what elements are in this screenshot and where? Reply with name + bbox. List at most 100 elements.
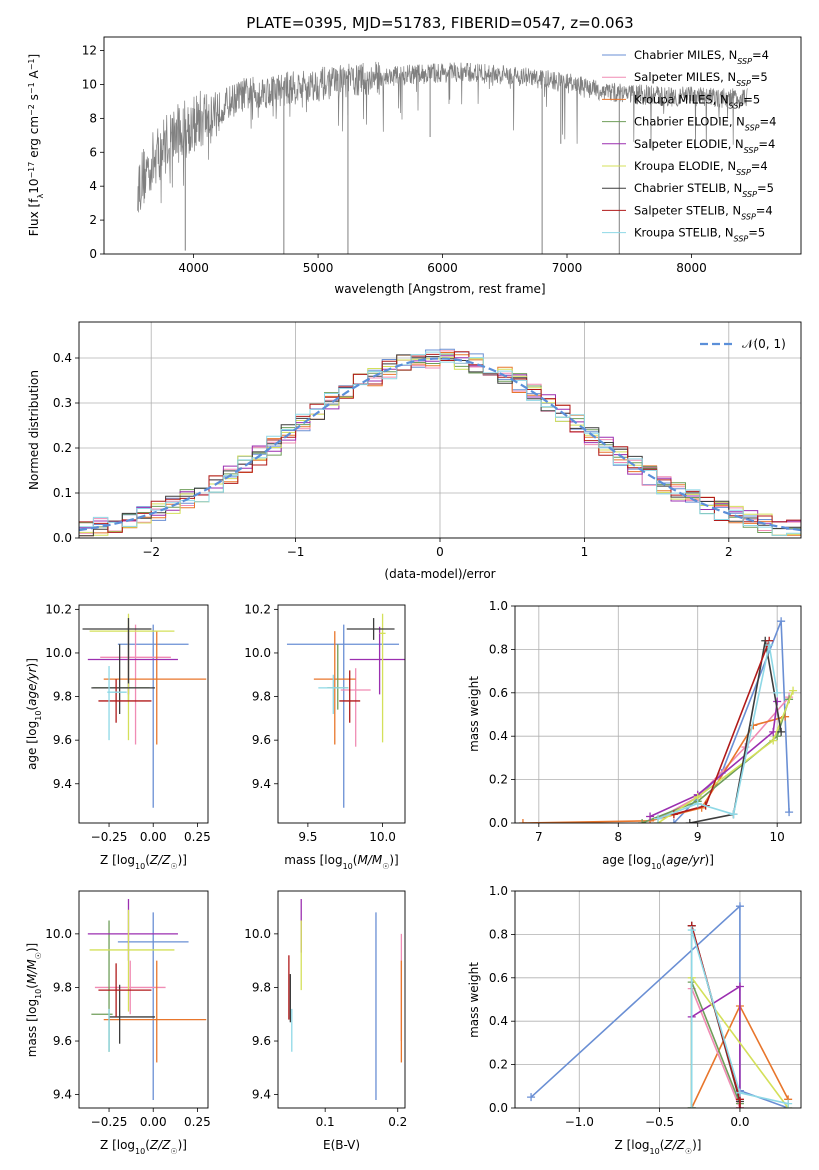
observed-spectrum xyxy=(137,61,748,213)
x-axis-label-part: Z [log xyxy=(615,1138,650,1152)
legend-entry: Chabrier STELIB, NSSP=5 xyxy=(634,181,774,199)
y-tick-label: 1.0 xyxy=(489,884,508,898)
legend-entry-part: =4 xyxy=(752,48,769,62)
errorbar-point xyxy=(94,960,166,1015)
y-tick-label: 0.6 xyxy=(489,686,508,700)
series-marker xyxy=(527,1093,536,1102)
x-axis-label-part: )] xyxy=(692,1138,701,1152)
y-tick-label: 0.4 xyxy=(53,351,72,365)
x-axis-label-part: M/M xyxy=(357,853,382,867)
series-line xyxy=(689,640,782,823)
legend-entry-part: SSP xyxy=(729,101,744,110)
weight-series xyxy=(646,697,782,821)
y-tick-label: 10.0 xyxy=(45,927,72,941)
errorbar-point xyxy=(346,618,395,640)
errorbar-point xyxy=(349,626,405,695)
errorbar-point xyxy=(82,618,152,684)
y-tick-label: 9.4 xyxy=(53,1088,72,1102)
y-axis-label-part: −17 xyxy=(27,162,36,179)
legend-entry-part: =4 xyxy=(756,203,773,217)
x-axis-label-part: Z/Z xyxy=(149,1138,171,1152)
errorbar-point xyxy=(339,670,361,723)
y-axis-label: Flux [fλ10−17 erg cm−2 s−1 A−1] xyxy=(27,54,45,236)
x-tick-label: −1.0 xyxy=(565,1115,594,1129)
legend-entry-part: =4 xyxy=(758,137,775,151)
x-tick-label: 5000 xyxy=(303,261,334,275)
axes-frame xyxy=(78,890,209,1109)
y-tick-label: 10.2 xyxy=(244,602,271,616)
y-tick-label: 9.4 xyxy=(252,1088,271,1102)
y-axis-label: Normed distribution xyxy=(27,370,41,490)
x-axis-label: age [log10(age/yr)] xyxy=(602,853,714,871)
y-axis-label-part: 10 xyxy=(34,711,43,721)
plot-area xyxy=(79,322,801,538)
y-tick-label: 0.2 xyxy=(489,773,508,787)
weight-vs-Z-panel: −1.0 −0.5 0.0 0.0 0.2 0.4 0.6 0.8 1.0 Z [log10(Z/… xyxy=(467,884,802,1156)
x-tick-label: 0.0 xyxy=(730,1115,749,1129)
legend-entry: Kroupa ELODIE, NSSP=4 xyxy=(634,159,768,177)
y-axis-label: mass weight xyxy=(467,962,481,1038)
legend-entry-part: SSP xyxy=(742,190,757,199)
y-tick-label: 0.0 xyxy=(53,531,72,545)
y-axis-label-part: ( xyxy=(25,984,39,989)
x-axis-label-part: Z/Z xyxy=(663,1138,685,1152)
x-tick-label: 9.5 xyxy=(298,830,317,844)
errorbar-point xyxy=(98,679,152,723)
axes-frame xyxy=(103,36,802,255)
y-tick-label: 0.4 xyxy=(489,1014,508,1028)
x-tick-label: 4000 xyxy=(178,261,209,275)
x-tick-label: −1 xyxy=(287,545,305,559)
legend-entry: Salpeter STELIB, NSSP=4 xyxy=(634,203,773,221)
axes-frame xyxy=(78,604,209,824)
y-axis-label-part: mass [log xyxy=(25,999,39,1057)
x-tick-label: 8 xyxy=(614,830,622,844)
series-marker xyxy=(729,810,738,819)
errorbar-point xyxy=(379,613,386,743)
series-line xyxy=(522,715,786,823)
y-tick-label: 10.2 xyxy=(45,602,72,616)
legend-entry-part: SSP xyxy=(744,145,759,154)
x-axis-label-part: age/yr xyxy=(666,853,705,867)
legend-entry-part: Chabrier MILES, N xyxy=(634,48,737,62)
chart-title: PLATE=0395, MJD=51783, FIBERID=0547, z=0… xyxy=(246,14,633,32)
errorbar-point xyxy=(87,626,178,695)
legend-entry-part: Salpeter ELODIE, N xyxy=(634,137,744,151)
legend-entry-part: SSP xyxy=(736,79,751,88)
y-tick-label: 9.6 xyxy=(252,733,271,747)
y-axis-label-part: −2 xyxy=(27,104,36,116)
x-tick-label: −2 xyxy=(142,545,160,559)
x-axis-label-part: Z [log xyxy=(100,1138,135,1152)
x-axis-label-part: ( xyxy=(145,853,150,867)
plot-area xyxy=(87,899,207,1100)
plot-area xyxy=(286,613,405,808)
y-axis-label-part: ] xyxy=(27,54,41,59)
y-tick-label: 0.2 xyxy=(489,1058,508,1072)
y-axis-label: mass [log10(M/M☉)] xyxy=(25,943,43,1058)
x-tick-label: −0.25 xyxy=(91,830,128,844)
errorbar-point xyxy=(87,899,178,961)
legend-entry-part: =5 xyxy=(751,70,768,84)
y-tick-label: 0.8 xyxy=(489,642,508,656)
y-tick-label: 10.0 xyxy=(244,646,271,660)
legend-entry-part: Salpeter STELIB, N xyxy=(634,203,741,217)
x-tick-label: 2 xyxy=(725,545,733,559)
y-tick-label: 9.6 xyxy=(252,1034,271,1048)
series-marker xyxy=(773,688,782,697)
y-axis-label-part: M/M xyxy=(25,959,39,984)
x-axis-label-part: 10 xyxy=(135,1147,145,1156)
x-axis-label-part: )] xyxy=(178,853,187,867)
y-tick-label: 6 xyxy=(89,145,97,159)
legend-entry-part: =5 xyxy=(748,226,765,240)
weight-series xyxy=(687,926,793,1108)
series-marker xyxy=(735,1104,744,1108)
x-axis-label-part: 10 xyxy=(135,862,145,871)
series-marker xyxy=(765,641,774,650)
series-marker xyxy=(773,697,782,706)
x-axis-label: Z [log10(Z/Z☉)] xyxy=(100,853,187,871)
series-line xyxy=(690,988,741,1108)
series-marker xyxy=(769,736,778,745)
x-tick-label: 0 xyxy=(436,545,444,559)
series-marker xyxy=(735,982,744,991)
legend-entry-part: SSP xyxy=(734,234,749,243)
